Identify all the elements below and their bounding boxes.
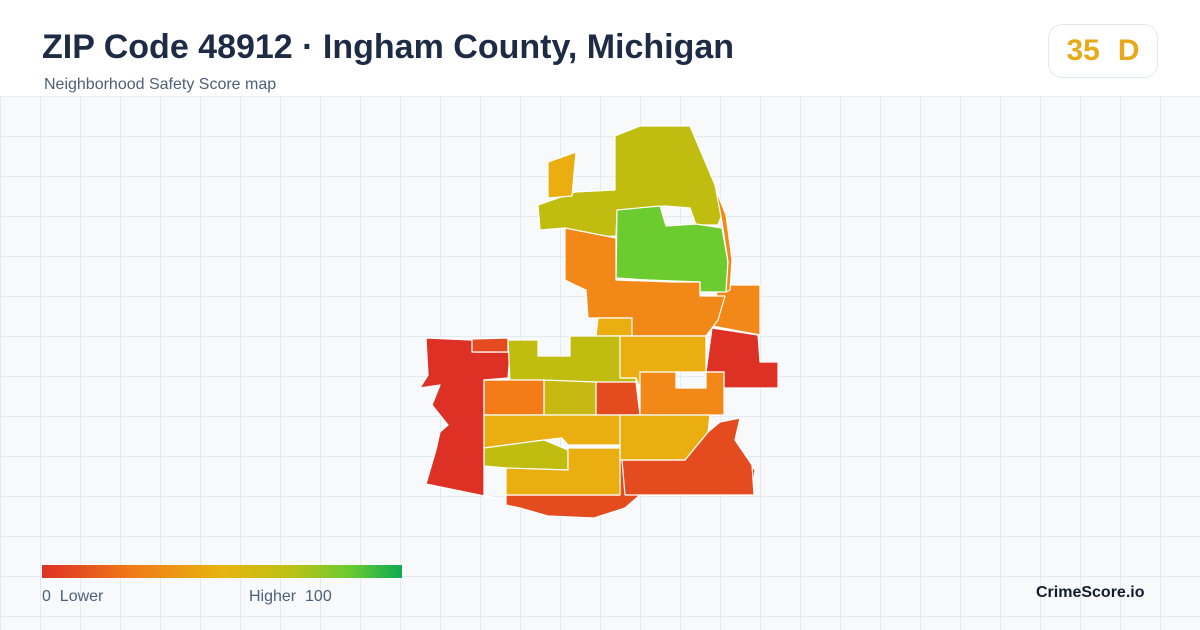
brand-logo[interactable]: CrimeScore.io xyxy=(1036,584,1145,601)
map-region-south-amber[interactable] xyxy=(505,447,621,496)
map-region-central[interactable] xyxy=(564,227,726,337)
score-badge: 35 D xyxy=(1048,24,1158,78)
map-region-central-notch[interactable] xyxy=(595,317,633,337)
legend-max: Higher 100 xyxy=(249,588,332,606)
legend-min-value: 0 xyxy=(42,588,51,605)
legend-max-value: 100 xyxy=(305,588,332,605)
page-subtitle: Neighborhood Safety Score map xyxy=(44,76,277,93)
legend-gradient-bar xyxy=(42,565,402,578)
score-grade: D xyxy=(1117,34,1140,67)
legend-min: 0 Lower xyxy=(42,588,103,606)
map-region-mid-red[interactable] xyxy=(595,381,641,416)
map-region-east-strip[interactable] xyxy=(715,189,733,293)
header-bar: ZIP Code 48912 · Ingham County, Michigan… xyxy=(0,0,1200,97)
page-title: ZIP Code 48912 · Ingham County, Michigan xyxy=(42,28,735,66)
map-region-center-olive[interactable] xyxy=(543,379,597,416)
score-value: 35 xyxy=(1066,34,1100,67)
map-region-northwest[interactable] xyxy=(547,151,577,199)
legend-max-label: Higher xyxy=(249,588,297,605)
map-region-west-orange[interactable] xyxy=(483,379,545,416)
map-region-east-block[interactable] xyxy=(639,371,725,416)
legend-min-label: Lower xyxy=(59,588,104,605)
map-region-west-notch[interactable] xyxy=(471,337,509,353)
